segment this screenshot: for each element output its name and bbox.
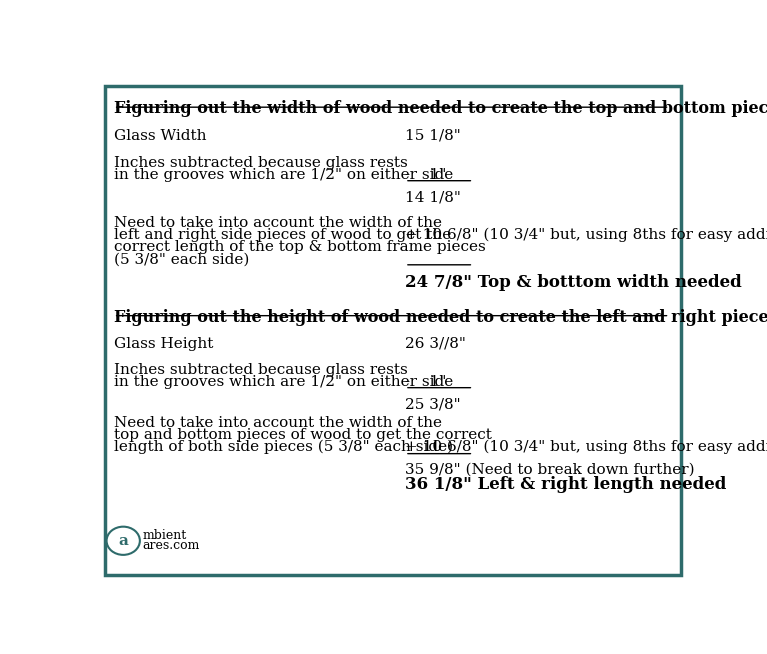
Text: 35 9/8" (Need to break down further): 35 9/8" (Need to break down further) [405,463,695,477]
Text: Need to take into account the width of the: Need to take into account the width of t… [114,216,442,230]
Text: in the grooves which are 1/2" on either side: in the grooves which are 1/2" on either … [114,375,453,389]
Text: correct length of the top & bottom frame pieces: correct length of the top & bottom frame… [114,240,486,254]
Text: Figuring out the height of wood needed to create the left and right pieces of th: Figuring out the height of wood needed t… [114,309,767,326]
Text: Need to take into account the width of the: Need to take into account the width of t… [114,416,442,430]
Text: in the grooves which are 1/2" on either side: in the grooves which are 1/2" on either … [114,168,453,182]
Text: Glass Height: Glass Height [114,337,213,351]
Text: ares.com: ares.com [142,540,199,552]
Text: 14 1/8": 14 1/8" [405,190,461,204]
Text: a: a [118,534,128,548]
Text: left and right side pieces of wood to get the: left and right side pieces of wood to ge… [114,228,451,242]
Text: 24 7/8" Top & botttom width needed: 24 7/8" Top & botttom width needed [405,275,742,292]
Text: mbient: mbient [142,528,186,542]
Text: + 10 6/8" (10 3/4" but, using 8ths for easy addition): + 10 6/8" (10 3/4" but, using 8ths for e… [405,440,767,455]
Text: 36 1/8" Left & right length needed: 36 1/8" Left & right length needed [405,476,726,493]
Text: length of both side pieces (5 3/8" each side): length of both side pieces (5 3/8" each … [114,440,453,455]
Circle shape [107,526,140,555]
Text: -    1": - 1" [405,168,446,182]
Text: (5 3/8" each side): (5 3/8" each side) [114,252,249,266]
Text: Inches subtracted because glass rests: Inches subtracted because glass rests [114,363,407,377]
Text: 25 3/8": 25 3/8" [405,397,461,411]
FancyBboxPatch shape [105,86,681,574]
Text: Figuring out the width of wood needed to create the top and bottom pieces of the: Figuring out the width of wood needed to… [114,100,767,117]
Text: 26 3//8": 26 3//8" [405,337,466,351]
Text: -    1": - 1" [405,375,446,389]
Text: + 10 6/8" (10 3/4" but, using 8ths for easy addition): + 10 6/8" (10 3/4" but, using 8ths for e… [405,228,767,243]
Text: Inches subtracted because glass rests: Inches subtracted because glass rests [114,156,407,169]
Text: 15 1/8": 15 1/8" [405,129,461,143]
Text: top and bottom pieces of wood to get the correct: top and bottom pieces of wood to get the… [114,428,492,442]
Text: Glass Width: Glass Width [114,129,206,143]
